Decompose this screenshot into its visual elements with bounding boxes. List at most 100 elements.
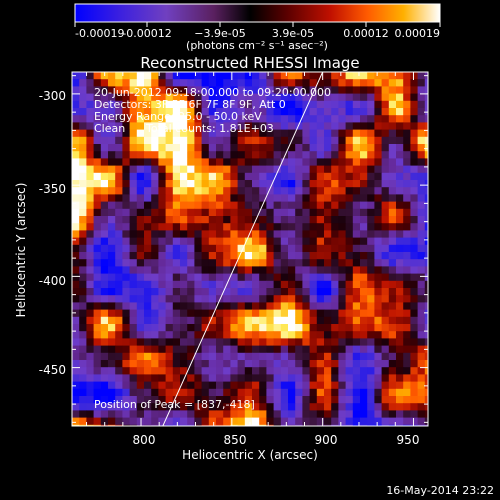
heatmap-pixel — [410, 187, 418, 195]
heatmap-pixel — [367, 280, 375, 289]
heatmap-pixel — [316, 345, 325, 354]
heatmap-pixel — [316, 252, 325, 260]
heatmap-pixel — [93, 388, 102, 397]
heatmap-pixel — [86, 158, 94, 166]
heatmap-pixel — [223, 295, 231, 303]
heatmap-pixel — [129, 252, 138, 260]
heatmap-pixel — [424, 144, 428, 152]
heatmap-pixel — [367, 381, 375, 390]
heatmap-pixel — [201, 72, 210, 80]
heatmap-pixel — [108, 223, 116, 231]
heatmap-pixel — [244, 345, 253, 354]
heatmap-pixel — [158, 172, 166, 181]
heatmap-pixel — [410, 316, 418, 325]
heatmap-pixel — [352, 129, 361, 138]
heatmap-pixel — [374, 201, 382, 210]
heatmap-pixel — [172, 396, 181, 404]
heatmap-pixel — [86, 309, 94, 318]
heatmap-pixel — [172, 316, 181, 325]
heatmap-pixel — [424, 194, 428, 202]
heatmap-pixel — [244, 86, 253, 94]
heatmap-pixel — [403, 122, 411, 130]
heatmap-pixel — [345, 403, 354, 411]
heatmap-pixel — [172, 417, 181, 426]
heatmap-pixel — [324, 424, 332, 426]
heatmap-pixel — [280, 79, 289, 87]
heatmap-pixel — [273, 158, 282, 166]
heatmap-pixel — [266, 345, 274, 354]
heatmap-pixel — [331, 403, 339, 411]
heatmap-pixel — [331, 223, 339, 231]
heatmap-pixel — [309, 144, 318, 152]
heatmap-pixel — [288, 288, 296, 296]
heatmap-pixel — [208, 158, 217, 166]
heatmap-pixel — [158, 194, 166, 202]
heatmap-pixel — [151, 367, 159, 375]
heatmap-pixel — [100, 129, 109, 138]
heatmap-pixel — [338, 266, 346, 274]
heatmap-pixel — [273, 367, 282, 375]
heatmap-pixel — [158, 374, 166, 382]
heatmap-pixel — [172, 302, 181, 310]
heatmap-pixel — [410, 352, 418, 361]
heatmap-pixel — [424, 309, 428, 318]
heatmap-pixel — [295, 388, 303, 397]
heatmap-pixel — [79, 129, 87, 138]
heatmap-pixel — [388, 324, 397, 332]
heatmap-pixel — [216, 165, 224, 174]
heatmap-pixel — [208, 280, 217, 289]
heatmap-pixel — [136, 338, 145, 346]
heatmap-pixel — [201, 129, 210, 138]
heatmap-pixel — [280, 144, 289, 152]
heatmap-pixel — [360, 144, 368, 152]
heatmap-pixel — [266, 331, 274, 339]
heatmap-pixel — [172, 216, 181, 224]
heatmap-pixel — [396, 180, 404, 188]
heatmap-pixel — [194, 424, 202, 426]
heatmap-pixel — [122, 244, 130, 253]
heatmap-pixel — [151, 79, 159, 87]
heatmap-pixel — [172, 122, 181, 130]
heatmap-pixel — [259, 316, 267, 325]
heatmap-pixel — [86, 244, 94, 253]
heatmap-pixel — [417, 252, 426, 260]
heatmap-pixel — [216, 223, 224, 231]
heatmap-pixel — [151, 295, 159, 303]
heatmap-pixel — [230, 424, 238, 426]
heatmap-pixel — [338, 100, 346, 109]
heatmap-pixel — [374, 396, 382, 404]
heatmap-pixel — [345, 79, 354, 87]
heatmap-pixel — [388, 266, 397, 274]
heatmap-pixel — [331, 100, 339, 109]
heatmap-pixel — [417, 165, 426, 174]
heatmap-pixel — [79, 273, 87, 282]
heatmap-pixel — [244, 273, 253, 282]
heatmap-pixel — [115, 316, 123, 325]
heatmap-pixel — [208, 273, 217, 282]
heatmap-pixel — [136, 259, 145, 267]
heatmap-pixel — [352, 237, 361, 246]
heatmap-pixel — [129, 165, 138, 174]
heatmap-pixel — [374, 331, 382, 339]
heatmap-pixel — [201, 86, 210, 94]
heatmap-pixel — [302, 201, 310, 210]
heatmap-pixel — [108, 100, 116, 109]
heatmap-pixel — [201, 266, 210, 274]
heatmap-pixel — [122, 158, 130, 166]
heatmap-pixel — [223, 338, 231, 346]
heatmap-pixel — [345, 388, 354, 397]
heatmap-pixel — [201, 151, 210, 159]
heatmap-pixel — [266, 72, 274, 80]
heatmap-pixel — [129, 410, 138, 418]
heatmap-pixel — [316, 237, 325, 246]
heatmap-pixel — [424, 180, 428, 188]
heatmap-pixel — [100, 86, 109, 94]
heatmap-pixel — [309, 396, 318, 404]
heatmap-pixel — [93, 180, 102, 188]
heatmap-pixel — [367, 100, 375, 109]
heatmap-pixel — [237, 115, 246, 123]
heatmap-pixel — [360, 324, 368, 332]
heatmap-pixel — [403, 144, 411, 152]
heatmap-pixel — [388, 374, 397, 382]
heatmap-pixel — [201, 316, 210, 325]
